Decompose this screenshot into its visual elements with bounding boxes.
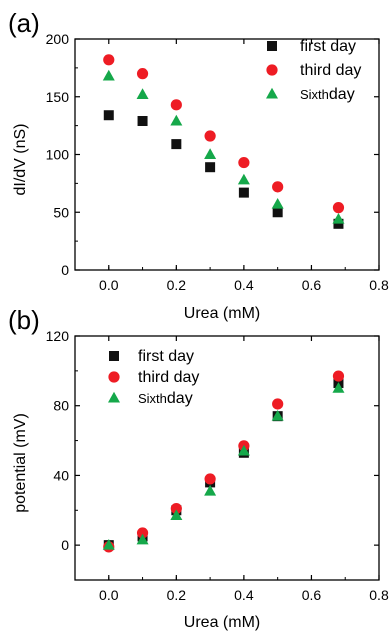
data-point [171,139,182,150]
y-tick-label: 0 [61,262,69,278]
legend-label: third day [138,369,199,386]
x-axis-title: Urea (mM) [184,614,260,631]
x-tick-label: 0.2 [167,587,187,603]
x-tick-label: 0.0 [99,277,119,293]
x-tick-label: 0.2 [167,277,187,293]
data-point [271,197,284,209]
data-point [170,509,183,521]
y-tick-label: 120 [46,328,70,344]
y-tick-label: 200 [46,31,70,47]
series-triangle [102,69,345,224]
data-point [204,484,217,496]
data-point [136,533,149,545]
data-point [272,398,284,410]
series-square [103,110,344,229]
data-point [204,473,216,485]
legend: first day third day Sixthday [266,38,361,103]
data-point [136,88,149,99]
legend-label: Sixthday [138,390,193,407]
data-point [102,538,115,550]
y-axis-title: potential (mV) [12,413,29,513]
y-tick-label: 150 [46,89,70,105]
data-point [170,502,182,515]
legend-label-suffix: day [167,390,193,407]
data-point [237,444,250,456]
legend-label-suffix: day [329,86,355,103]
data-point [272,181,284,193]
data-point [103,110,114,121]
data-point [170,114,183,126]
data-point [332,370,345,382]
x-tick-label: 0.8 [369,277,389,293]
y-tick-label: 50 [53,204,69,220]
data-point [237,173,250,185]
data-point [102,69,115,81]
y-tick-label: 100 [46,147,70,163]
x-tick-label: 0.4 [234,587,254,603]
data-point [332,382,345,393]
legend-label: third day [300,62,361,79]
chart-panel-b: (b) 0.0 0.2 0.4 0.6 0.8 0 40 80 120 Urea (mM) poten… [8,305,389,631]
data-point [271,409,284,421]
x-tick-label: 0.6 [302,587,322,603]
chart-panel-a: (a) 0.0 0.2 0.4 0.6 0.8 0 50 100 150 200 Urea (mM) d… [8,8,389,322]
data-point [136,527,149,539]
data-point [238,156,250,169]
data-point [238,187,249,198]
data-point [204,148,217,159]
series-circle [103,370,345,553]
legend-label: Sixthday [300,86,355,103]
data-point [332,212,345,224]
data-point [205,162,216,173]
legend-marker [266,87,278,99]
legend-label: first day [138,348,194,365]
x-tick-label: 0.8 [369,587,389,603]
legend-label-part: Sixth [138,391,167,406]
data-point [333,218,344,229]
legend-label: first day [300,38,356,55]
plot-frame [74,335,380,581]
y-axis-title: dI/dV (nS) [12,123,29,195]
y-tick-label: 80 [53,398,69,414]
data-point [136,68,149,80]
x-tick-label: 0.4 [234,277,254,293]
data-point [272,207,283,218]
data-point [204,130,216,142]
panel-label: (a) [8,8,40,38]
series-circle [103,54,345,214]
data-point [332,202,345,214]
data-point [137,116,148,127]
y-tick-label: 40 [53,467,69,483]
legend: first day third day Sixthday [108,348,199,407]
legend-label-part: Sixth [300,87,329,102]
panel-label: (b) [8,305,40,335]
x-axis-title: Urea (mM) [184,305,260,322]
data-point [170,99,182,111]
legend-marker [108,371,120,383]
legend-marker [109,351,119,361]
legend-marker [267,41,277,51]
legend-marker [266,64,278,76]
x-tick-label: 0.6 [302,277,322,293]
data-point [103,54,115,66]
legend-marker [108,391,120,403]
y-tick-label: 0 [61,537,69,553]
series-triangle [102,382,345,550]
x-tick-label: 0.0 [99,587,119,603]
